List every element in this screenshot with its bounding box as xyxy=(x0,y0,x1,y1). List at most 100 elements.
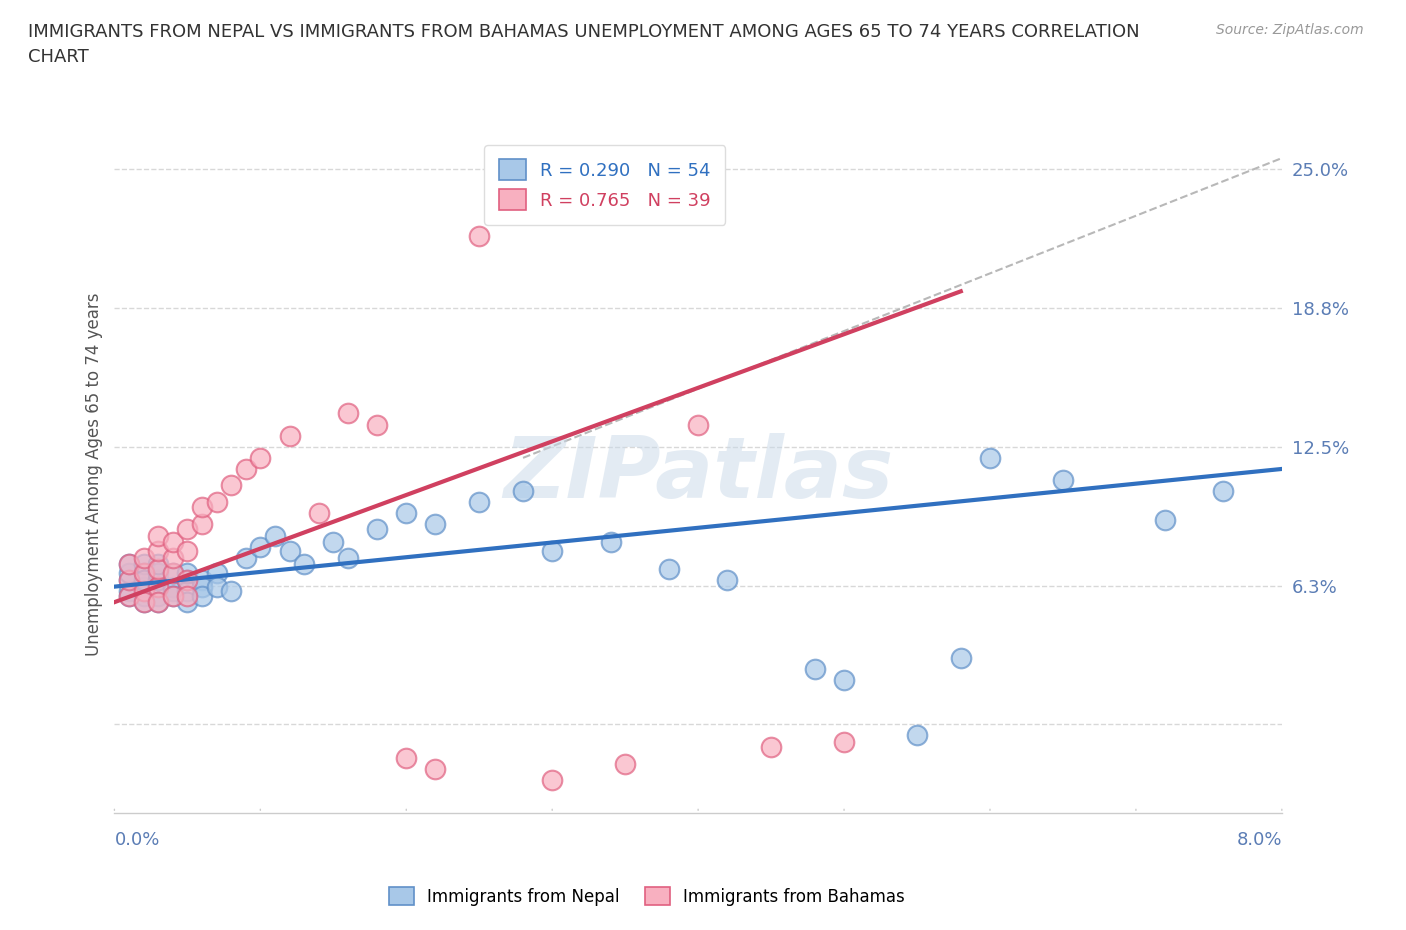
Point xyxy=(176,565,198,580)
Point xyxy=(759,739,782,754)
Point xyxy=(132,595,155,610)
Point xyxy=(162,535,184,550)
Text: 8.0%: 8.0% xyxy=(1236,830,1282,849)
Point xyxy=(148,573,170,588)
Point xyxy=(118,588,141,603)
Point xyxy=(118,573,141,588)
Point xyxy=(132,565,155,580)
Point xyxy=(132,579,155,594)
Point xyxy=(205,565,228,580)
Text: IMMIGRANTS FROM NEPAL VS IMMIGRANTS FROM BAHAMAS UNEMPLOYMENT AMONG AGES 65 TO 7: IMMIGRANTS FROM NEPAL VS IMMIGRANTS FROM… xyxy=(28,23,1140,66)
Point xyxy=(148,588,170,603)
Point xyxy=(191,499,214,514)
Point xyxy=(176,584,198,599)
Point xyxy=(205,579,228,594)
Point xyxy=(308,506,330,521)
Point xyxy=(176,595,198,610)
Point xyxy=(148,595,170,610)
Point xyxy=(468,495,491,510)
Point xyxy=(716,573,738,588)
Point xyxy=(148,565,170,580)
Point xyxy=(176,573,198,588)
Point xyxy=(191,573,214,588)
Point xyxy=(249,539,271,554)
Point xyxy=(191,579,214,594)
Point xyxy=(132,565,155,580)
Point xyxy=(278,544,301,559)
Point xyxy=(176,544,198,559)
Point xyxy=(118,565,141,580)
Point xyxy=(425,517,447,532)
Point xyxy=(118,557,141,572)
Point xyxy=(148,544,170,559)
Point xyxy=(118,588,141,603)
Point xyxy=(162,588,184,603)
Point xyxy=(148,579,170,594)
Point xyxy=(425,762,447,777)
Point xyxy=(118,557,141,572)
Point xyxy=(804,661,827,676)
Point xyxy=(162,588,184,603)
Point xyxy=(278,428,301,443)
Point xyxy=(118,584,141,599)
Point xyxy=(148,595,170,610)
Point xyxy=(541,544,564,559)
Point xyxy=(176,588,198,603)
Legend: R = 0.290   N = 54, R = 0.765   N = 39: R = 0.290 N = 54, R = 0.765 N = 39 xyxy=(484,145,725,224)
Point xyxy=(162,565,184,580)
Point xyxy=(658,562,681,577)
Point xyxy=(541,773,564,788)
Point xyxy=(336,551,359,565)
Point xyxy=(832,672,855,687)
Point xyxy=(132,584,155,599)
Point xyxy=(336,406,359,421)
Point xyxy=(1154,512,1177,527)
Point xyxy=(148,528,170,543)
Point xyxy=(366,418,388,432)
Legend: Immigrants from Nepal, Immigrants from Bahamas: Immigrants from Nepal, Immigrants from B… xyxy=(382,881,911,912)
Point xyxy=(366,522,388,537)
Point xyxy=(249,450,271,465)
Point xyxy=(162,579,184,594)
Point xyxy=(614,757,637,772)
Point xyxy=(191,588,214,603)
Point xyxy=(132,588,155,603)
Point xyxy=(688,418,710,432)
Point xyxy=(219,584,242,599)
Point xyxy=(219,477,242,492)
Point xyxy=(1212,484,1234,498)
Point xyxy=(322,535,344,550)
Point xyxy=(832,735,855,750)
Point xyxy=(162,584,184,599)
Point xyxy=(162,551,184,565)
Point xyxy=(905,728,928,743)
Point xyxy=(292,557,315,572)
Point xyxy=(979,450,1001,465)
Point xyxy=(1052,472,1074,487)
Point xyxy=(264,528,287,543)
Point xyxy=(191,517,214,532)
Point xyxy=(468,229,491,244)
Point xyxy=(235,551,257,565)
Point xyxy=(599,535,621,550)
Point xyxy=(512,484,534,498)
Point xyxy=(235,461,257,476)
Text: 0.0%: 0.0% xyxy=(114,830,160,849)
Point xyxy=(132,551,155,565)
Point xyxy=(176,522,198,537)
Point xyxy=(132,557,155,572)
Point xyxy=(395,751,418,765)
Y-axis label: Unemployment Among Ages 65 to 74 years: Unemployment Among Ages 65 to 74 years xyxy=(86,293,103,657)
Point xyxy=(148,562,170,577)
Point xyxy=(205,495,228,510)
Point xyxy=(132,573,155,588)
Point xyxy=(395,506,418,521)
Point xyxy=(949,650,972,665)
Point xyxy=(512,206,534,221)
Text: Source: ZipAtlas.com: Source: ZipAtlas.com xyxy=(1216,23,1364,37)
Point xyxy=(118,573,141,588)
Point xyxy=(176,573,198,588)
Point xyxy=(132,595,155,610)
Point xyxy=(162,565,184,580)
Text: ZIPatlas: ZIPatlas xyxy=(503,433,893,516)
